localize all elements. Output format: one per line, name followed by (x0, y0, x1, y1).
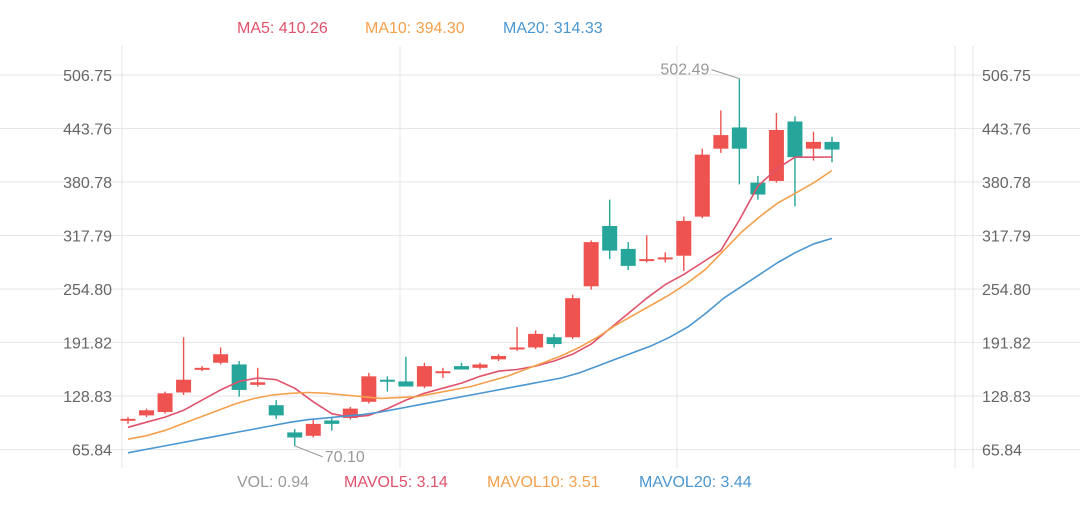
ma-legend: MA5: 410.26 MA10: 394.30 MA20: 314.33 (0, 20, 1080, 44)
y-tick-label-left: 254.80 (63, 282, 112, 299)
y-tick-label-right: 254.80 (982, 282, 1031, 299)
candle-body (379, 379, 395, 382)
legend-mavol5-label: MAVOL5: (344, 474, 417, 491)
y-tick-label-left: 380.78 (63, 175, 112, 192)
candle-body (620, 248, 636, 266)
candle-body (435, 371, 451, 374)
candle-body (528, 333, 544, 348)
annotation-high: 502.49 (660, 62, 709, 79)
legend-ma10-value: 394.30 (415, 20, 465, 37)
ma-line-ma20 (127, 237, 833, 454)
y-tick-label-right: 128.83 (982, 389, 1031, 406)
legend-mavol10-label: MAVOL10: (487, 474, 569, 491)
y-tick-label-left: 65.84 (72, 443, 112, 460)
legend-mavol10: MAVOL10: 3.51 (487, 474, 600, 492)
y-tick-label-right: 191.82 (982, 336, 1031, 353)
ma-line-ma5 (127, 156, 833, 429)
legend-mavol20-label: MAVOL20: (639, 474, 721, 491)
annotation-low: 70.10 (325, 449, 365, 466)
ma-line-ma10 (127, 169, 833, 440)
candle-body (676, 220, 692, 256)
y-tick-label-left: 443.76 (63, 122, 112, 139)
candle-body (639, 259, 655, 262)
candle-body (324, 420, 340, 424)
candle-body (694, 154, 710, 217)
candle-body (472, 364, 488, 368)
legend-ma10-label: MA10: (365, 20, 416, 37)
candle-body (731, 127, 747, 149)
legend-vol-label: VOL: (237, 474, 278, 491)
candle-body (565, 298, 581, 338)
candle-body (305, 423, 321, 436)
legend-ma20-value: 314.33 (553, 20, 603, 37)
candle-body (713, 135, 729, 149)
legend-ma20-label: MA20: (503, 20, 554, 37)
candle-body (768, 129, 784, 181)
candle-body (231, 364, 247, 390)
candle-body (491, 355, 507, 360)
candle-body (453, 366, 469, 370)
candle-body (750, 182, 766, 195)
legend-vol: VOL: 0.94 (237, 474, 309, 492)
y-tick-label-right: 380.78 (982, 175, 1031, 192)
legend-mavol5-value: 3.14 (416, 474, 448, 491)
candle-body (509, 347, 525, 350)
candle-body (805, 141, 821, 149)
y-tick-label-left: 317.79 (63, 229, 112, 246)
y-tick-label-right: 443.76 (982, 122, 1031, 139)
candle-body (657, 257, 673, 260)
candle-body (287, 432, 303, 438)
y-tick-label-right: 65.84 (982, 443, 1022, 460)
legend-ma20: MA20: 314.33 (503, 20, 603, 38)
legend-mavol20-value: 3.44 (720, 474, 752, 491)
candle-body (194, 367, 210, 370)
candle-body (157, 393, 173, 413)
candle-body (120, 418, 136, 421)
legend-ma10: MA10: 394.30 (365, 20, 465, 38)
legend-mavol5: MAVOL5: 3.14 (344, 474, 448, 492)
candle-body (602, 225, 618, 251)
y-tick-label-right: 317.79 (982, 229, 1031, 246)
candle-body (787, 121, 803, 158)
volume-legend: VOL: 0.94 MAVOL5: 3.14 MAVOL10: 3.51 MAV… (0, 474, 1080, 498)
candle-body (361, 376, 377, 402)
legend-ma5-label: MA5: (237, 20, 279, 37)
y-tick-label-left: 128.83 (63, 389, 112, 406)
y-tick-label-right: 506.75 (982, 68, 1031, 85)
annotation-leader (711, 69, 740, 80)
candle-body (268, 405, 284, 416)
y-tick-label-left: 506.75 (63, 68, 112, 85)
legend-mavol10-value: 3.51 (568, 474, 600, 491)
legend-ma5: MA5: 410.26 (237, 20, 328, 38)
candle-body (583, 242, 599, 287)
candle-body (250, 382, 266, 385)
legend-ma5-value: 410.26 (278, 20, 328, 37)
candle-body (416, 366, 432, 387)
legend-mavol20: MAVOL20: 3.44 (639, 474, 752, 492)
candle-body (342, 408, 358, 418)
candle-body (398, 381, 414, 387)
candle-body (176, 379, 192, 393)
candle-body (213, 354, 229, 363)
y-tick-label-left: 191.82 (63, 336, 112, 353)
candle-body (546, 337, 562, 345)
annotation-leader (294, 445, 323, 458)
candle-body (824, 141, 840, 150)
candle-body (139, 410, 155, 416)
legend-vol-value: 0.94 (277, 474, 310, 491)
